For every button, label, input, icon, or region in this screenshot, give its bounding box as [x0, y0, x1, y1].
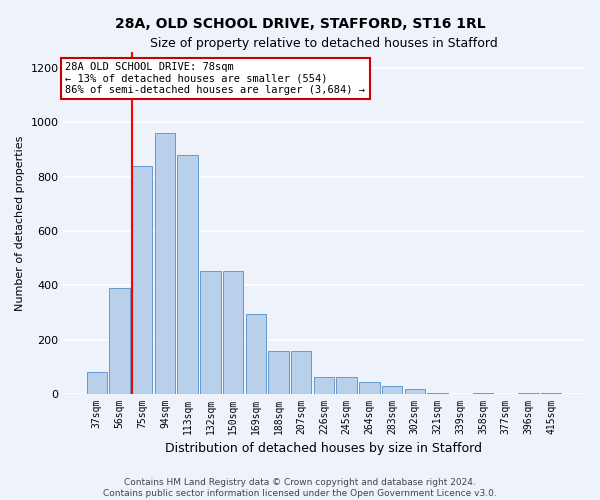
Bar [155, 133, 175, 394]
Bar [245, 314, 266, 394]
Bar [427, 393, 448, 394]
Bar [86, 372, 107, 394]
Bar [268, 350, 289, 394]
Bar [473, 393, 493, 394]
Title: Size of property relative to detached houses in Stafford: Size of property relative to detached ho… [150, 38, 498, 51]
Text: 28A OLD SCHOOL DRIVE: 78sqm
← 13% of detached houses are smaller (554)
86% of se: 28A OLD SCHOOL DRIVE: 78sqm ← 13% of det… [65, 62, 365, 95]
Bar [291, 350, 311, 394]
Bar [178, 155, 198, 394]
Bar [382, 386, 402, 394]
Bar [109, 288, 130, 394]
Bar [200, 270, 221, 394]
Bar [337, 376, 357, 394]
Bar [314, 376, 334, 394]
Y-axis label: Number of detached properties: Number of detached properties [15, 136, 25, 310]
X-axis label: Distribution of detached houses by size in Stafford: Distribution of detached houses by size … [166, 442, 482, 455]
Bar [404, 389, 425, 394]
Bar [541, 393, 561, 394]
Text: Contains HM Land Registry data © Crown copyright and database right 2024.
Contai: Contains HM Land Registry data © Crown c… [103, 478, 497, 498]
Bar [518, 393, 539, 394]
Bar [223, 270, 243, 394]
Bar [132, 166, 152, 394]
Text: 28A, OLD SCHOOL DRIVE, STAFFORD, ST16 1RL: 28A, OLD SCHOOL DRIVE, STAFFORD, ST16 1R… [115, 18, 485, 32]
Bar [359, 382, 380, 394]
